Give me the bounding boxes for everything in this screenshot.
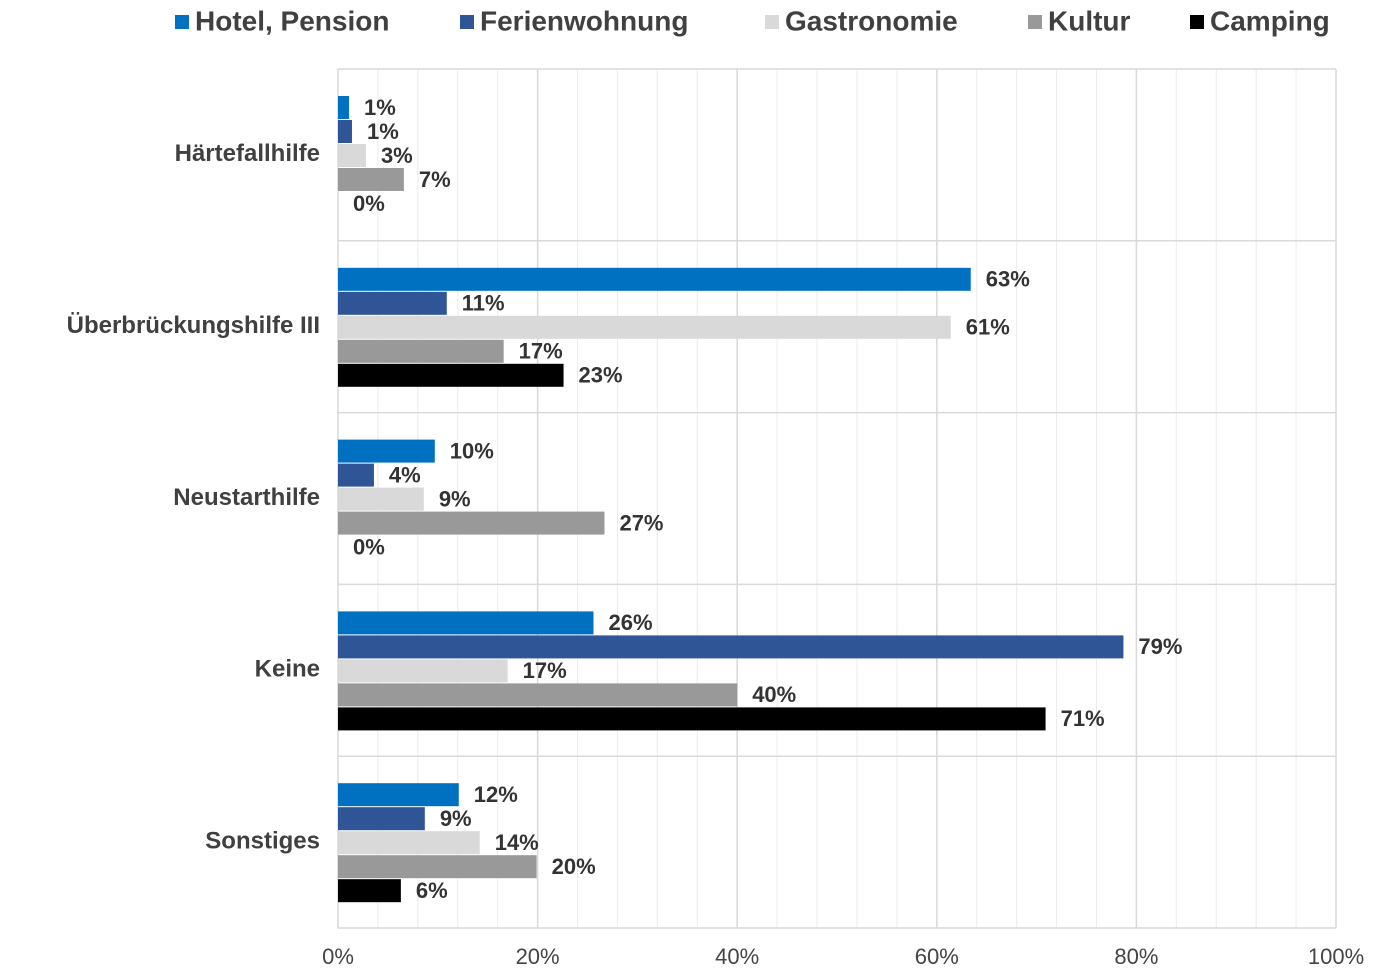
value-label: 79% bbox=[1138, 634, 1182, 659]
category-label: Überbrückungshilfe III bbox=[67, 312, 320, 339]
value-label: 63% bbox=[986, 267, 1030, 292]
value-label: 10% bbox=[450, 438, 494, 463]
legend-label: Ferienwohnung bbox=[480, 5, 688, 36]
value-label: 71% bbox=[1061, 706, 1105, 731]
value-label: 9% bbox=[440, 806, 472, 831]
bar bbox=[338, 267, 971, 291]
bar bbox=[338, 315, 951, 339]
x-tick-label: 80% bbox=[1114, 944, 1158, 969]
legend-label: Hotel, Pension bbox=[195, 5, 389, 36]
value-label: 11% bbox=[462, 291, 505, 316]
bar bbox=[338, 96, 349, 119]
value-label: 12% bbox=[474, 782, 518, 807]
value-label: 1% bbox=[367, 119, 399, 144]
bar bbox=[338, 807, 425, 831]
value-label: 0% bbox=[353, 191, 385, 216]
value-label: 40% bbox=[752, 682, 796, 707]
bar bbox=[338, 707, 1046, 731]
value-label: 4% bbox=[389, 462, 421, 487]
value-label: 9% bbox=[439, 486, 471, 511]
legend-label: Gastronomie bbox=[785, 5, 958, 36]
legend-swatch bbox=[175, 15, 189, 29]
value-label: 23% bbox=[579, 363, 623, 388]
value-label: 27% bbox=[619, 510, 663, 535]
x-tick-label: 0% bbox=[322, 944, 354, 969]
x-tick-label: 40% bbox=[715, 944, 759, 969]
bar bbox=[338, 363, 564, 387]
bar bbox=[338, 339, 504, 363]
category-label: Sonstiges bbox=[205, 827, 320, 854]
bar bbox=[338, 879, 401, 903]
bar bbox=[338, 144, 366, 167]
value-label: 61% bbox=[966, 315, 1010, 340]
legend-swatch bbox=[1190, 15, 1204, 29]
bar bbox=[338, 683, 738, 707]
value-label: 20% bbox=[552, 854, 596, 879]
bar bbox=[338, 487, 424, 511]
bar bbox=[338, 831, 480, 855]
bar bbox=[338, 511, 605, 535]
bar bbox=[338, 120, 352, 143]
legend-swatch bbox=[1028, 15, 1042, 29]
x-tick-label: 20% bbox=[516, 944, 560, 969]
value-label: 14% bbox=[495, 830, 539, 855]
category-label: Neustarthilfe bbox=[173, 484, 320, 511]
bar bbox=[338, 635, 1124, 659]
value-label: 7% bbox=[419, 167, 451, 192]
bar bbox=[338, 168, 404, 191]
x-tick-label: 60% bbox=[915, 944, 959, 969]
value-label: 17% bbox=[523, 658, 567, 683]
value-label: 26% bbox=[608, 610, 652, 635]
legend-swatch bbox=[460, 15, 474, 29]
value-label: 6% bbox=[416, 878, 448, 903]
legend-swatch bbox=[765, 15, 779, 29]
bar bbox=[338, 291, 447, 315]
bar bbox=[338, 463, 374, 487]
legend-label: Kultur bbox=[1048, 5, 1131, 36]
legend-label: Camping bbox=[1210, 5, 1330, 36]
value-label: 1% bbox=[364, 95, 396, 120]
value-label: 0% bbox=[353, 534, 385, 559]
bar bbox=[338, 439, 435, 463]
x-tick-label: 100% bbox=[1308, 944, 1364, 969]
bar bbox=[338, 855, 537, 879]
value-label: 3% bbox=[381, 143, 413, 168]
value-label: 17% bbox=[519, 339, 563, 364]
bar bbox=[338, 611, 594, 635]
category-label: Härtefallhilfe bbox=[175, 140, 320, 167]
bar bbox=[338, 659, 508, 683]
bar bbox=[338, 783, 459, 807]
category-label: Keine bbox=[255, 656, 320, 683]
